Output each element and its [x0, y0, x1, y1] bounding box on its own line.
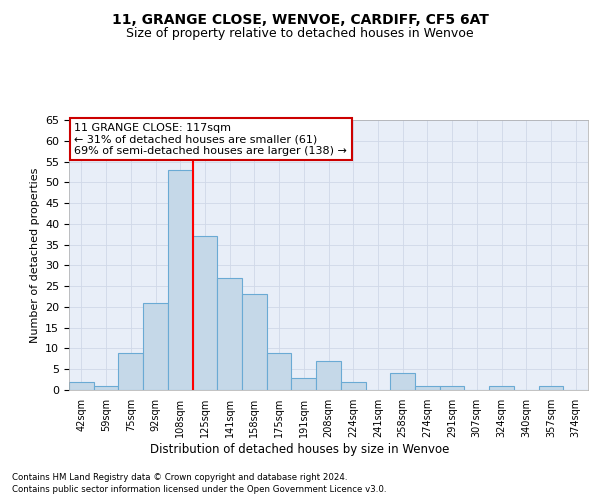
Text: Contains HM Land Registry data © Crown copyright and database right 2024.: Contains HM Land Registry data © Crown c…: [12, 472, 347, 482]
Text: Contains public sector information licensed under the Open Government Licence v3: Contains public sector information licen…: [12, 485, 386, 494]
Bar: [143, 303, 168, 390]
Bar: [390, 374, 415, 390]
Bar: [168, 170, 193, 390]
Bar: [242, 294, 267, 390]
Text: 11, GRANGE CLOSE, WENVOE, CARDIFF, CF5 6AT: 11, GRANGE CLOSE, WENVOE, CARDIFF, CF5 6…: [112, 12, 488, 26]
Bar: [341, 382, 365, 390]
Bar: [539, 386, 563, 390]
Y-axis label: Number of detached properties: Number of detached properties: [29, 168, 40, 342]
Bar: [292, 378, 316, 390]
Bar: [217, 278, 242, 390]
Bar: [94, 386, 118, 390]
Bar: [193, 236, 217, 390]
Bar: [316, 361, 341, 390]
Bar: [267, 352, 292, 390]
Text: 11 GRANGE CLOSE: 117sqm
← 31% of detached houses are smaller (61)
69% of semi-de: 11 GRANGE CLOSE: 117sqm ← 31% of detache…: [74, 122, 347, 156]
Bar: [489, 386, 514, 390]
Text: Distribution of detached houses by size in Wenvoe: Distribution of detached houses by size …: [151, 442, 449, 456]
Bar: [69, 382, 94, 390]
Bar: [415, 386, 440, 390]
Bar: [118, 352, 143, 390]
Bar: [440, 386, 464, 390]
Text: Size of property relative to detached houses in Wenvoe: Size of property relative to detached ho…: [126, 28, 474, 40]
